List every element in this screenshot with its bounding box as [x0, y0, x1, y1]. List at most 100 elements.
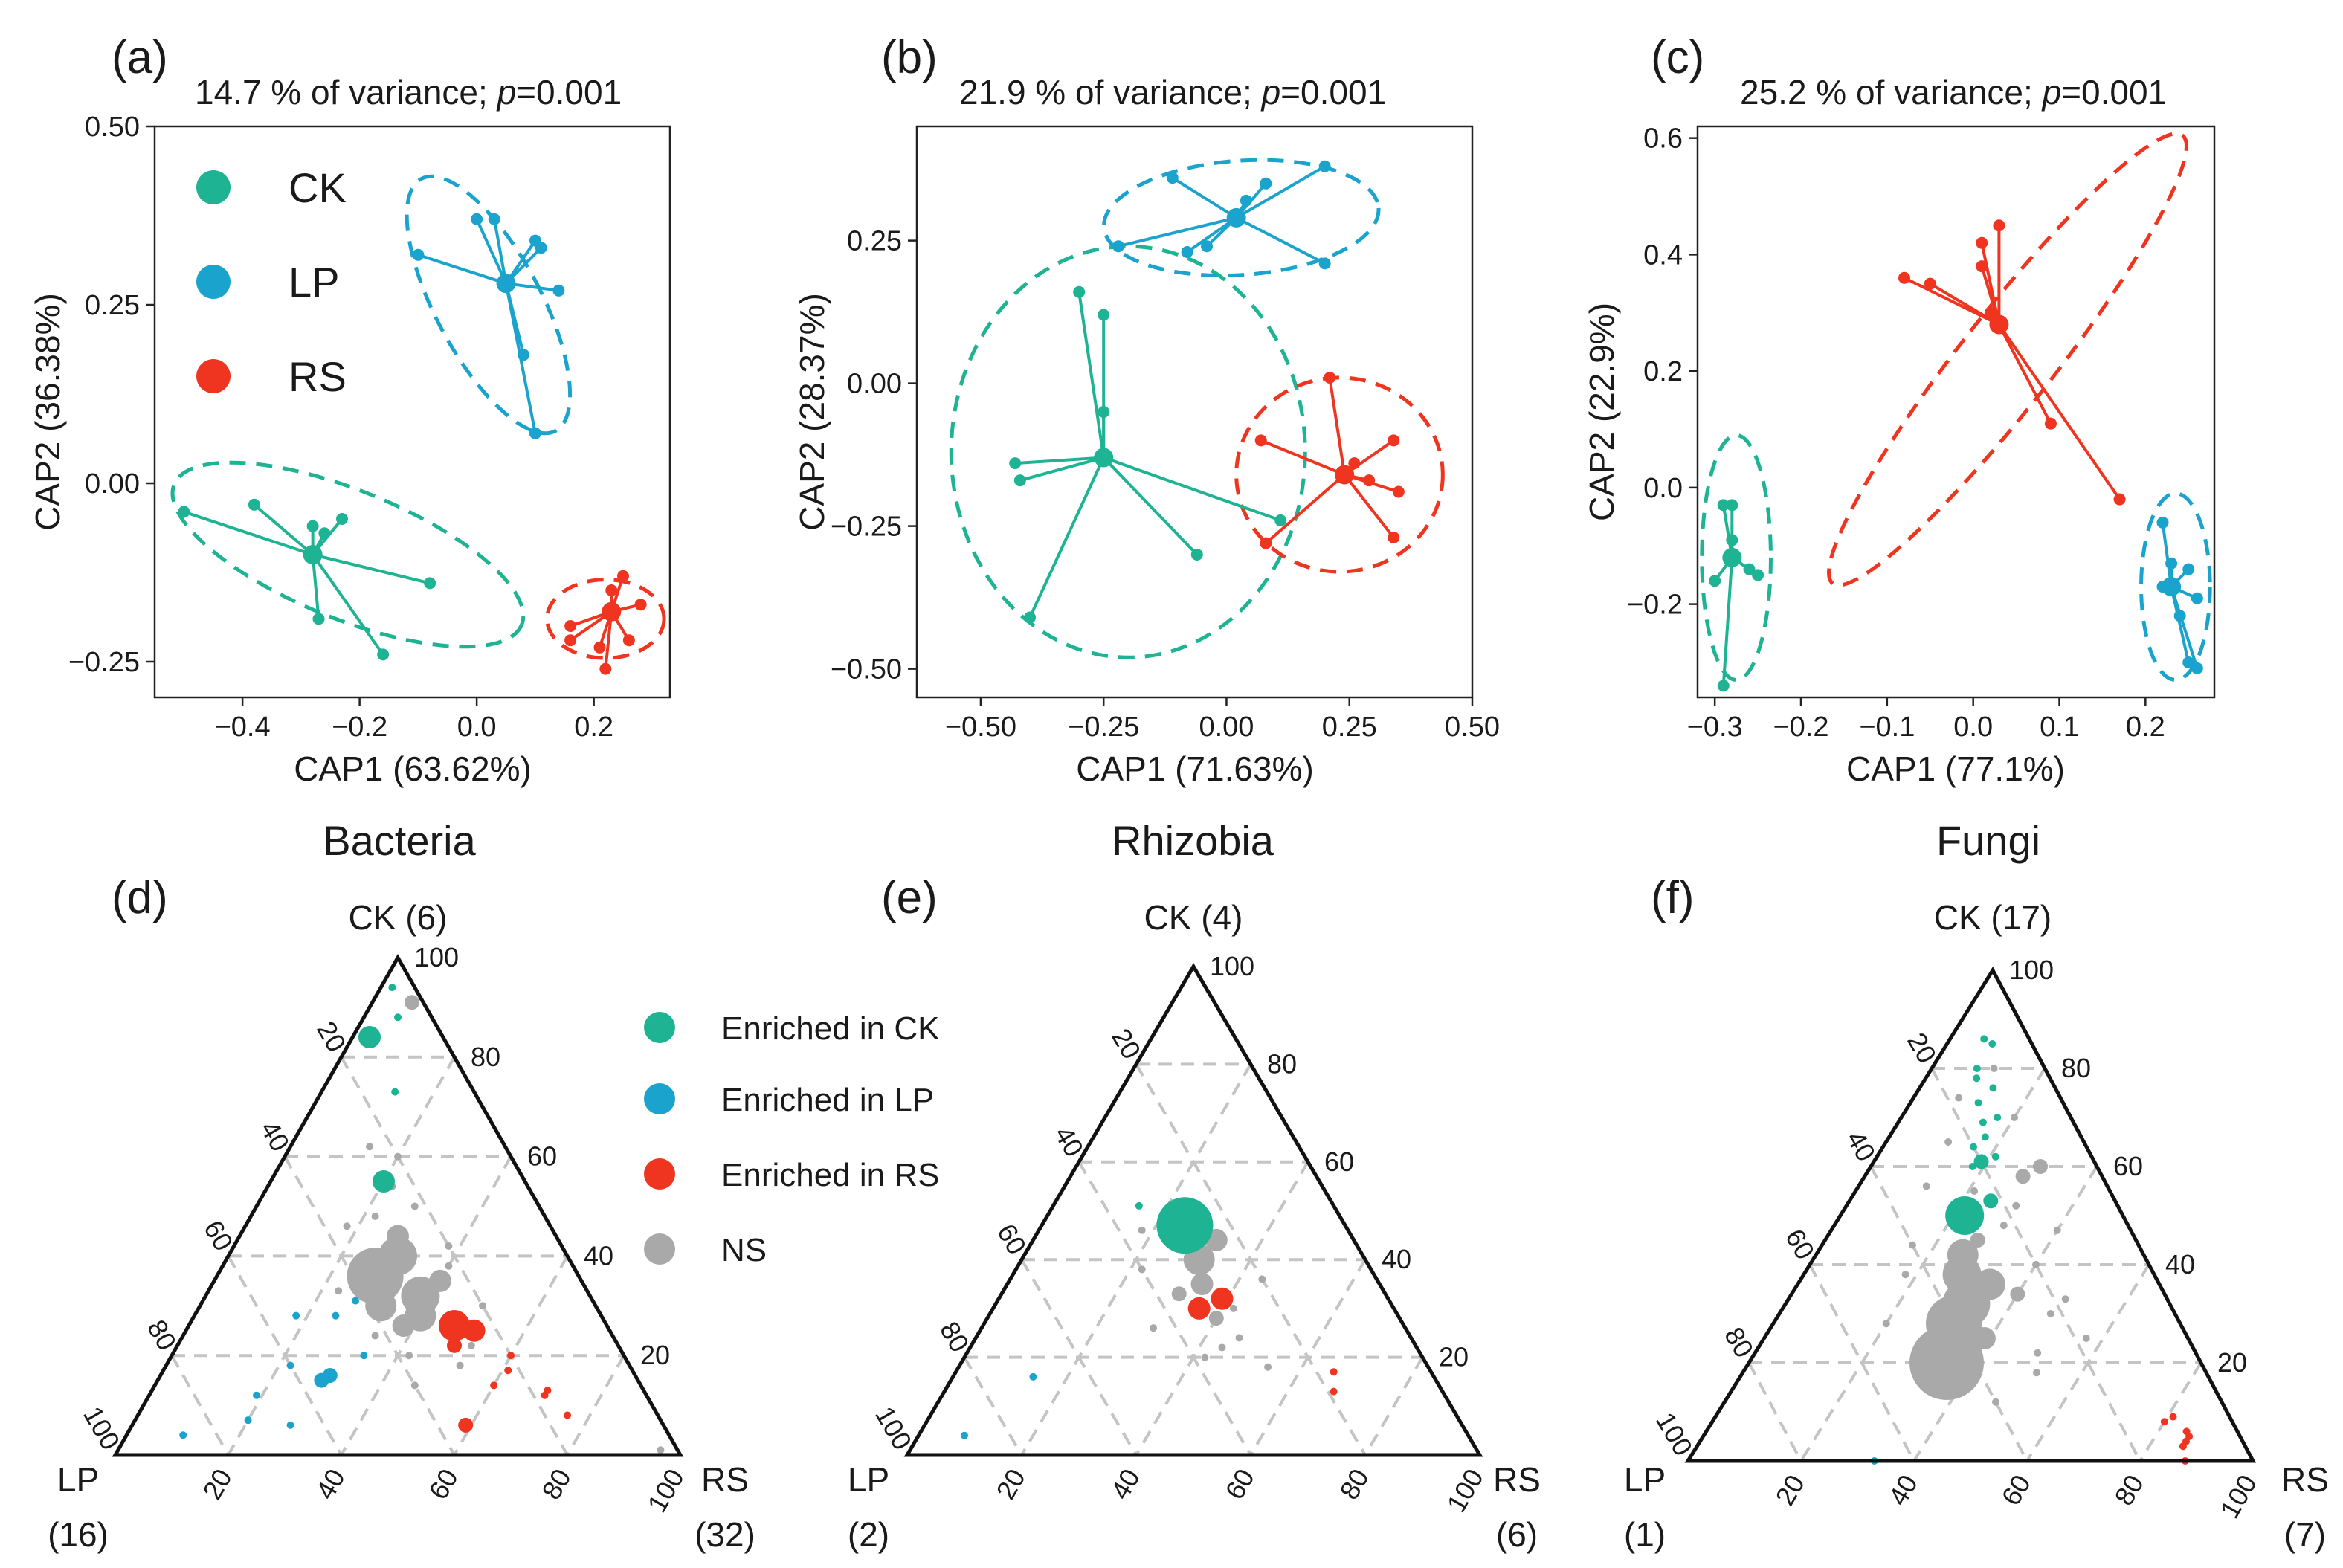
centroid-lp	[496, 274, 516, 294]
rs-axis-tick: 60	[1219, 1464, 1260, 1505]
panel-a-legend: CK LP RS	[196, 164, 347, 400]
sample-point-ck	[1717, 499, 1730, 512]
sample-point-lp	[529, 234, 541, 247]
otu-point-ns	[410, 1202, 419, 1210]
sample-point-ck	[248, 498, 260, 511]
otu-point-ns	[445, 1242, 453, 1251]
sample-point-rs	[605, 584, 618, 596]
legend-enriched-ck-label: Enriched in CK	[721, 1010, 939, 1047]
x-tick-label: −0.2	[1773, 712, 1828, 743]
panel-d-right-count: (32)	[694, 1515, 755, 1554]
panel-f-left-count: (1)	[1624, 1515, 1666, 1554]
grid-line-lp	[283, 1155, 456, 1456]
otu-point-ck	[1156, 1197, 1214, 1254]
panel-e-triangle	[903, 963, 1483, 1457]
otu-point-ns	[1970, 1233, 1985, 1248]
sample-point-rs	[634, 599, 647, 611]
otu-point-ns	[2082, 1335, 2090, 1342]
spider-line-rs	[1343, 474, 1395, 539]
confidence-ellipse-ck	[949, 244, 1307, 659]
ck-axis-tick: 80	[471, 1042, 500, 1072]
otu-point-ns	[2053, 1226, 2061, 1234]
otu-point-ns	[467, 1341, 475, 1349]
panel-b-cap-plot: (b) 21.9 % of variance; p=0.001 −0.50 −0.…	[793, 32, 1500, 788]
rs-axis-tick: 60	[1995, 1470, 2037, 1511]
sample-point-rs	[617, 570, 629, 582]
sample-point-lp	[2191, 592, 2203, 604]
spider-line-ck	[1102, 456, 1199, 556]
otu-point-ck	[1968, 1163, 1976, 1170]
centroid-rs	[602, 601, 622, 622]
y-tick-label: 0.6	[1643, 123, 1683, 155]
panel-f-triangle	[1684, 966, 2257, 1463]
otu-point-ns	[371, 1332, 379, 1340]
panel-c-subtitle: 25.2 % of variance; p=0.001	[1740, 73, 2167, 112]
panel-b-y-axis-title: CAP2 (28.37%)	[793, 293, 831, 531]
otu-point-ck	[1988, 1040, 1996, 1048]
ck-axis-tick: 20	[2217, 1347, 2247, 1378]
spider-line-lp	[1171, 176, 1237, 219]
otu-point-ck	[1945, 1196, 1985, 1235]
otu-point-ck	[1970, 1143, 1977, 1151]
spider-line-lp	[1235, 165, 1326, 219]
sample-point-lp	[552, 284, 565, 297]
otu-point-ck	[1989, 1084, 1997, 1092]
sample-point-lp	[1240, 194, 1252, 207]
rs-axis-tick: 40	[309, 1464, 351, 1505]
otu-point-ns	[1955, 1094, 1963, 1102]
sample-point-ck	[1726, 534, 1738, 546]
panel-a-p-value: =0.001	[516, 73, 622, 112]
spider-line-ck	[311, 553, 384, 656]
spider-line-ck	[183, 510, 314, 556]
sample-point-rs	[1976, 236, 1988, 249]
sample-point-ck	[377, 648, 390, 661]
otu-point-rs	[541, 1391, 549, 1399]
otu-point-ns	[1229, 1304, 1237, 1312]
sample-point-ck	[318, 527, 331, 540]
otu-point-ns	[343, 1222, 351, 1230]
x-tick-label: 0.25	[1322, 712, 1377, 743]
sample-point-lp	[1181, 245, 1193, 258]
sample-point-rs	[1976, 260, 1988, 273]
otu-point-lp	[360, 1352, 368, 1360]
grid-line-lp	[170, 1355, 230, 1456]
otu-point-ns	[405, 1352, 413, 1360]
sample-point-ck	[1190, 549, 1203, 561]
rs-axis-tick: 40	[1104, 1464, 1146, 1505]
ternary-triangle-frame	[112, 953, 684, 1457]
otu-point-ns	[378, 1236, 417, 1276]
panel-f-left-label: LP	[1624, 1460, 1666, 1499]
y-tick-label: 0.2	[1643, 356, 1683, 387]
otu-point-ns	[1901, 1271, 1909, 1279]
otu-point-ns	[1171, 1286, 1187, 1302]
sample-point-rs	[2044, 417, 2057, 430]
sample-point-rs	[1388, 531, 1400, 543]
rs-axis-tick: 80	[535, 1464, 577, 1505]
taxon-title-bacteria: Bacteria	[323, 817, 476, 864]
otu-point-ns	[365, 1290, 397, 1322]
centroid-ck	[303, 545, 323, 564]
otu-point-ck	[388, 984, 396, 992]
spider-line-lp	[417, 253, 507, 285]
panel-a-y-axis-title: CAP2 (36.38%)	[28, 293, 67, 531]
legend-label-ck: CK	[289, 164, 347, 211]
otu-point-ns	[1999, 1222, 2008, 1230]
centroid-lp	[2162, 577, 2182, 597]
legend-enriched-rs-label: Enriched in RS	[721, 1157, 939, 1193]
otu-point-lp	[292, 1311, 300, 1320]
otu-point-ns	[1882, 1320, 1890, 1328]
spider-line-rs	[1997, 323, 2121, 500]
x-tick-label: −0.50	[945, 712, 1016, 743]
panel-e-ternary: (e) CK (4) LP (2) RS (6) 202020404040606…	[848, 872, 1541, 1554]
sample-point-rs	[1324, 371, 1336, 384]
otu-point-lp	[1029, 1372, 1037, 1381]
ck-axis-tick: 80	[2061, 1053, 2091, 1083]
otu-point-ns	[335, 1287, 343, 1295]
otu-point-ns	[366, 1143, 373, 1151]
panel-a-x-axis-title: CAP1 (63.62%)	[294, 749, 532, 788]
otu-point-ck	[373, 1170, 395, 1193]
sample-point-ck	[312, 613, 325, 625]
otu-point-ns	[2032, 1261, 2040, 1268]
x-tick-label: −0.2	[332, 712, 387, 743]
